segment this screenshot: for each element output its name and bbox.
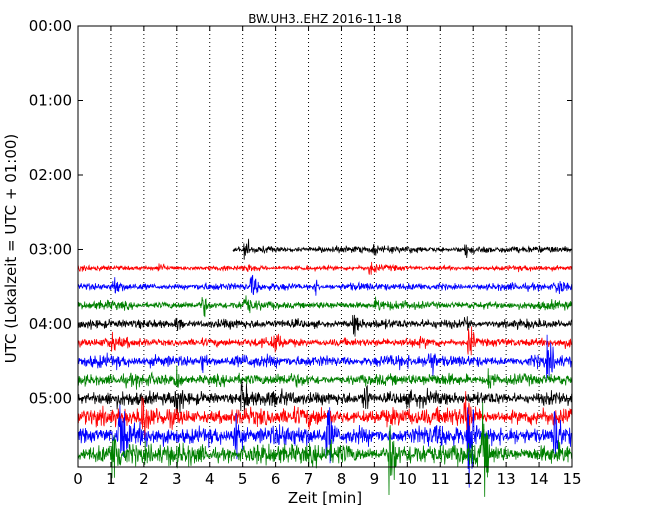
seismic-trace — [77, 334, 572, 381]
x-tick-label: 0 — [73, 470, 83, 488]
x-tick-label: 3 — [172, 470, 182, 488]
seismic-trace — [77, 391, 572, 447]
y-axis-label: UTC (Lokalzeit = UTC + 01:00) — [2, 134, 20, 364]
x-axis-label: Zeit [min] — [288, 489, 362, 507]
x-tick-label: 6 — [271, 470, 281, 488]
x-tick-label: 15 — [562, 470, 581, 488]
x-tick-label: 12 — [464, 470, 483, 488]
chart-title: BW.UH3..EHZ 2016-11-18 — [248, 12, 402, 26]
x-tick-label: 11 — [431, 470, 450, 488]
seismic-trace — [77, 274, 572, 296]
y-tick-label: 01:00 — [29, 91, 72, 109]
x-tick-label: 1 — [106, 470, 116, 488]
y-tick-label: 03:00 — [29, 240, 72, 258]
seismic-trace — [77, 295, 572, 318]
seismic-trace — [77, 401, 572, 497]
seismic-trace — [77, 326, 572, 356]
seismic-trace — [232, 238, 573, 260]
seismic-trace — [77, 314, 572, 337]
plot-frame — [77, 25, 573, 468]
y-tick-label: 00:00 — [29, 17, 72, 35]
trace-group — [77, 238, 573, 497]
x-tick-label: 10 — [398, 470, 417, 488]
seismic-trace — [77, 404, 572, 488]
x-tick-label: 13 — [497, 470, 516, 488]
x-tick-label: 8 — [337, 470, 347, 488]
x-tick-label: 5 — [238, 470, 248, 488]
seismic-trace — [77, 261, 572, 275]
axis-ticks: 0 1 2 3 4 5 6 7 8 9 10 11 12 13 14 1500:0001:0002:0003:… — [29, 17, 582, 488]
x-tick-label: 2 — [139, 470, 149, 488]
seismic-trace — [77, 379, 572, 414]
y-tick-label: 04:00 — [29, 315, 72, 333]
y-tick-label: 05:00 — [29, 389, 72, 407]
y-tick-label: 02:00 — [29, 166, 72, 184]
x-tick-label: 7 — [304, 470, 314, 488]
x-tick-label: 9 — [370, 470, 380, 488]
x-tick-label: 4 — [205, 470, 215, 488]
x-tick-label: 14 — [530, 470, 549, 488]
seismic-trace — [77, 365, 572, 390]
